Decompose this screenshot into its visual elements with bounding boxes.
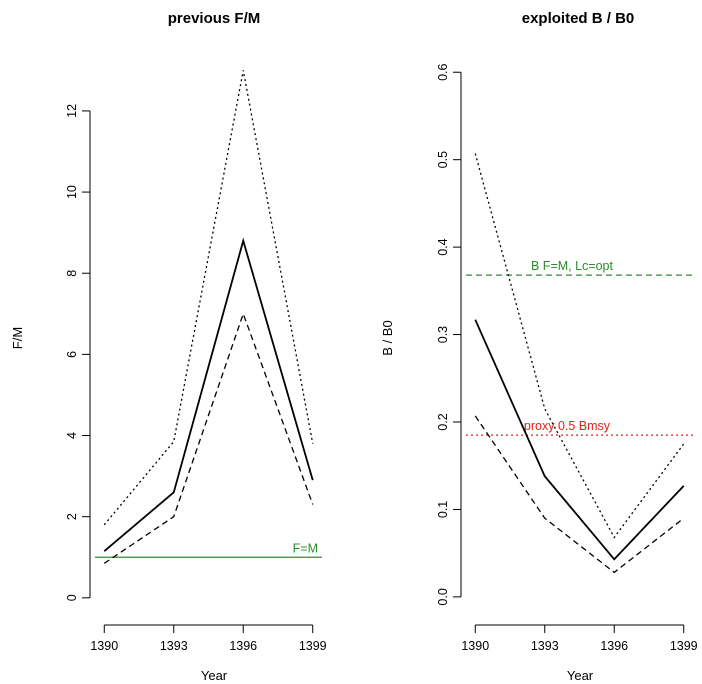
x-tick-label: 1393 bbox=[531, 639, 559, 653]
y-tick-label: 8 bbox=[65, 270, 79, 277]
panel-previous-fm: previous F/M Year F/M 1390 1393 1396 1399 0 2… bbox=[10, 10, 327, 683]
y-tick-label: 2 bbox=[65, 513, 79, 520]
chart-title: previous F/M bbox=[168, 10, 261, 27]
x-tick-label: 1393 bbox=[160, 639, 188, 653]
panel-exploited-b-b0: exploited B / B0 Year B / B0 1390 1393 139… bbox=[380, 10, 698, 683]
y-tick-label: 6 bbox=[65, 351, 79, 358]
y-axis-label: F/M bbox=[10, 327, 25, 349]
x-tick-label: 1396 bbox=[600, 639, 628, 653]
y-tick-label: 0.0 bbox=[436, 588, 450, 605]
y-tick-label: 0.5 bbox=[436, 151, 450, 168]
x-tick-label: 1399 bbox=[299, 639, 327, 653]
y-tick-label: 0 bbox=[65, 594, 79, 601]
plot-area: 1390 1393 1396 1399 0 2 4 6 8 10 12 F=M bbox=[65, 70, 327, 653]
series-line-dashed bbox=[103, 311, 314, 564]
reference-line-label: F=M bbox=[293, 541, 318, 555]
series-line-dotted bbox=[474, 153, 685, 539]
x-tick-label: 1396 bbox=[229, 639, 257, 653]
x-axis-label: Year bbox=[201, 668, 228, 683]
series-line-dashed bbox=[474, 415, 685, 574]
chart-title: exploited B / B0 bbox=[522, 10, 635, 27]
y-tick-label: 0.3 bbox=[436, 326, 450, 343]
series-line-solid bbox=[103, 237, 314, 552]
x-axis-label: Year bbox=[567, 668, 594, 683]
y-tick-label: 4 bbox=[65, 432, 79, 439]
plot-area: 1390 1393 1396 1399 0.0 0.1 0.2 0.3 0.4 0.5 0.6 B F… bbox=[436, 64, 698, 653]
series-line-solid bbox=[474, 319, 685, 561]
x-tick-label: 1390 bbox=[461, 639, 489, 653]
y-tick-label: 10 bbox=[65, 185, 79, 199]
y-tick-label: 0.1 bbox=[436, 501, 450, 518]
reference-line-label: proxy 0.5 Bmsy bbox=[524, 419, 611, 433]
y-tick-label: 0.4 bbox=[436, 238, 450, 255]
series-line-dotted bbox=[103, 70, 314, 526]
reference-line-label: B F=M, Lc=opt bbox=[531, 259, 614, 273]
y-tick-label: 0.2 bbox=[436, 413, 450, 430]
y-tick-label: 0.6 bbox=[436, 64, 450, 81]
y-tick-label: 12 bbox=[65, 104, 79, 118]
x-tick-label: 1399 bbox=[670, 639, 698, 653]
x-tick-label: 1390 bbox=[90, 639, 118, 653]
y-axis-label: B / B0 bbox=[380, 320, 395, 355]
